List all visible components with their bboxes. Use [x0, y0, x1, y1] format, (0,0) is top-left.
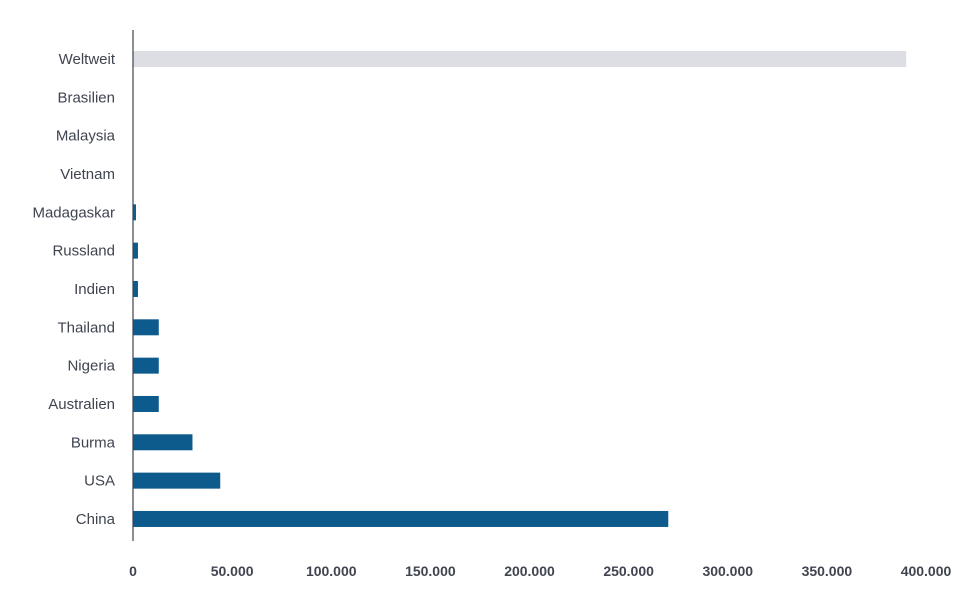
x-tick-label: 200.000	[504, 563, 555, 579]
category-label: Burma	[71, 434, 116, 451]
x-tick-label: 400.000	[901, 563, 952, 579]
x-tick-label: 100.000	[306, 563, 357, 579]
bar-usa	[133, 472, 221, 489]
category-label: Australien	[48, 396, 115, 413]
bar-madagaskar	[133, 204, 136, 221]
x-tick-label: 350.000	[802, 563, 853, 579]
category-label: Thailand	[57, 319, 115, 336]
x-tick-label: 150.000	[405, 563, 456, 579]
bar-china	[133, 510, 669, 527]
bar-indien	[133, 280, 138, 297]
bar-australien	[133, 395, 159, 412]
category-label: Russland	[52, 243, 115, 260]
x-tick-label: 250.000	[603, 563, 654, 579]
category-label: Madagaskar	[32, 204, 115, 221]
bar-weltweit	[133, 51, 907, 67]
x-tick-label: 300.000	[702, 563, 753, 579]
bar-thailand	[133, 319, 159, 336]
bar-nigeria	[133, 357, 159, 374]
category-label: China	[76, 511, 116, 528]
category-label: Nigeria	[67, 358, 115, 375]
category-label: Weltweit	[59, 51, 116, 68]
category-label: Indien	[74, 281, 115, 298]
bar-burma	[133, 434, 193, 451]
category-label: Vietnam	[60, 166, 115, 183]
category-label: Malaysia	[56, 128, 116, 145]
category-label: Brasilien	[57, 89, 115, 106]
x-tick-label: 50.000	[211, 563, 254, 579]
x-tick-label: 0	[129, 563, 137, 579]
category-label: USA	[84, 473, 115, 490]
bar-russland	[133, 242, 138, 259]
